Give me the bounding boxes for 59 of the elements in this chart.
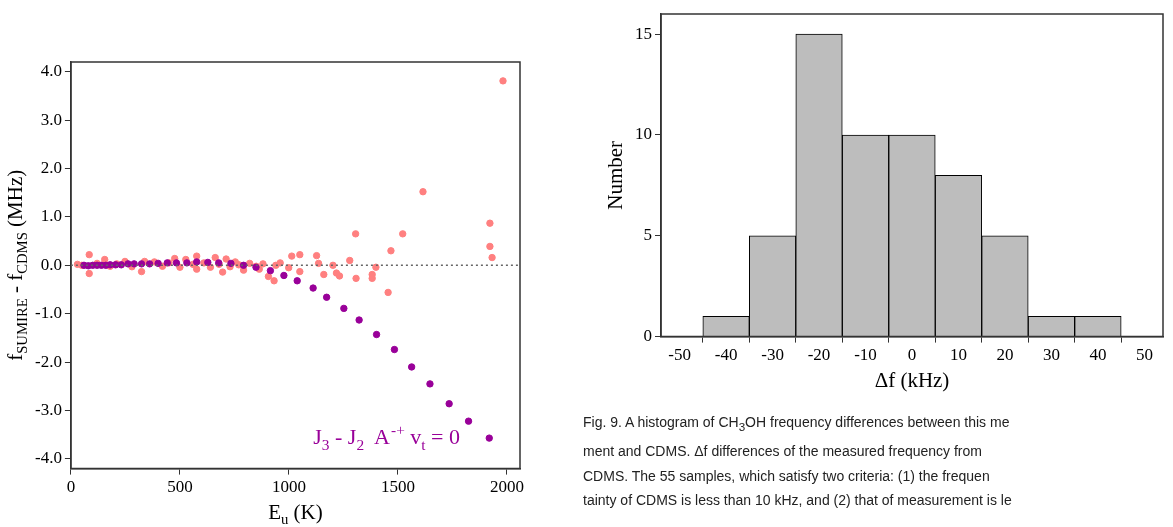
point xyxy=(117,261,125,269)
point xyxy=(145,260,154,268)
x-tick-label: 20 xyxy=(996,345,1014,365)
x-tick-label: -20 xyxy=(807,345,831,365)
x-tick-label: 500 xyxy=(167,477,193,497)
x-tick-label: -40 xyxy=(714,345,738,365)
y-tick-label: -1.0 xyxy=(34,303,62,323)
point xyxy=(485,434,493,442)
caption: Fig. 9. A histogram of CH$_{3}$OH frequency differences between this me xyxy=(583,413,1011,435)
point xyxy=(193,258,201,266)
x-tick-label: 0 xyxy=(66,477,76,497)
point xyxy=(293,277,301,285)
x-tick-label: -10 xyxy=(854,345,877,365)
y-tick-label: 5 xyxy=(643,225,652,245)
point xyxy=(239,261,248,269)
text: CDMS. The 55 samples, which satisfy two criteria: (1) the frequen xyxy=(583,466,991,486)
point xyxy=(227,259,235,268)
point xyxy=(355,316,363,324)
point xyxy=(154,259,162,268)
point xyxy=(340,304,348,313)
x-tick-label: 0 xyxy=(907,345,917,365)
x-tick-label: 1500 xyxy=(380,477,415,497)
x-tick-label: -30 xyxy=(761,345,784,365)
y-tick-label: 4.0 xyxy=(40,61,62,81)
point xyxy=(266,266,275,275)
x-axis-title: Δf (kHz) xyxy=(874,367,950,392)
point xyxy=(183,259,191,267)
point xyxy=(464,417,473,425)
point xyxy=(407,363,416,371)
point xyxy=(322,293,331,301)
y-tick-label: -3.0 xyxy=(34,399,62,419)
y-axis-title: Number xyxy=(602,140,627,210)
y-tick-label: 0 xyxy=(643,326,652,346)
y-tick-label: 0.0 xyxy=(40,254,62,274)
y-tick-label: 1.0 xyxy=(40,206,62,226)
y-tick-label: 3.0 xyxy=(40,109,62,129)
point xyxy=(426,380,434,388)
x-tick-label: 2000 xyxy=(489,477,524,497)
y-axis-title: fSUMIRE - fCDMS (MHz) xyxy=(2,169,31,361)
x-tick-label: 1000 xyxy=(271,477,306,497)
x-tick-label: 40 xyxy=(1089,345,1107,365)
x-tick-label: -50 xyxy=(668,345,691,365)
point xyxy=(204,258,212,267)
point xyxy=(390,345,399,354)
point xyxy=(445,400,453,408)
y-tick-label: -2.0 xyxy=(34,351,62,371)
x-tick-label: 50 xyxy=(1135,345,1153,365)
y-tick-label: 10 xyxy=(635,124,652,144)
point xyxy=(280,271,288,280)
point xyxy=(172,259,181,267)
text: tainty of CDMS is less than 10 kHz, and (2) that of measurement is le xyxy=(583,491,1013,511)
point xyxy=(309,284,317,292)
y-tick-label: -4.0 xyxy=(34,448,62,468)
x-tick-label: 30 xyxy=(1042,345,1060,365)
x-tick-label: 10 xyxy=(949,345,967,365)
point xyxy=(372,330,381,339)
text: ment and CDMS. Δf differences of the measured frequency from xyxy=(583,442,983,462)
y-tick-label: 15 xyxy=(635,23,652,43)
y-tick-label: 2.0 xyxy=(40,157,62,177)
